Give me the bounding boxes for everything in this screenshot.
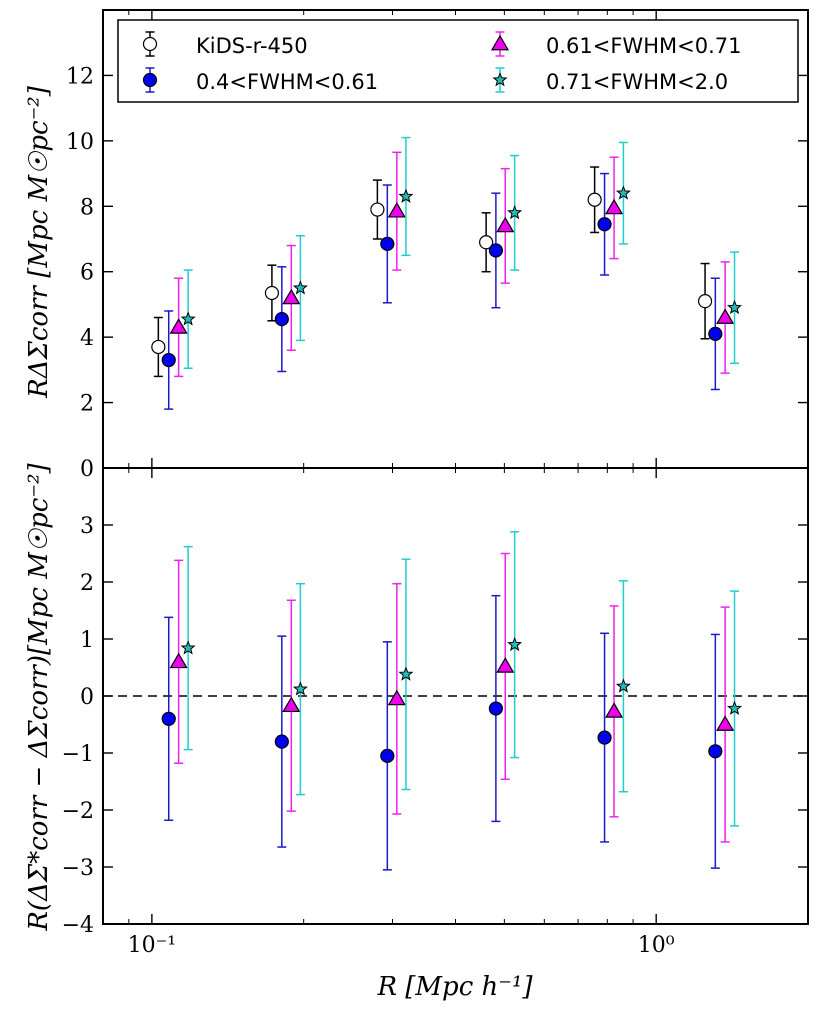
data-point bbox=[380, 236, 395, 252]
panel-bottom bbox=[103, 531, 808, 871]
data-point bbox=[282, 288, 301, 305]
legend-entry-0-71-fwhm-2-0: 0.71<FWHM<2.0 bbox=[492, 67, 728, 94]
data-point bbox=[716, 308, 735, 324]
data-point bbox=[387, 689, 406, 706]
data-point bbox=[605, 198, 624, 215]
panel-top bbox=[151, 136, 743, 410]
legend-label: KiDS-r-450 bbox=[196, 34, 308, 58]
y-axis-label-top: RΔΣcorr [Mpc M☉pc⁻²] bbox=[24, 85, 54, 399]
data-point bbox=[370, 202, 385, 217]
series-0-71-fwhm-2-0 bbox=[180, 531, 743, 827]
legend-entry-kids-r-450: KiDS-r-450 bbox=[142, 31, 308, 58]
data-point bbox=[380, 748, 395, 763]
data-point bbox=[161, 352, 176, 368]
data-point bbox=[151, 339, 166, 355]
data-point bbox=[398, 188, 414, 203]
data-point bbox=[488, 243, 503, 258]
x-tick-label: 10⁰ bbox=[638, 933, 675, 958]
data-point bbox=[597, 730, 612, 745]
legend-entry-0-61-fwhm-0-71: 0.61<FWHM<0.71 bbox=[490, 31, 741, 58]
data-point bbox=[727, 700, 743, 715]
legend-box bbox=[117, 19, 799, 103]
y-tick-label: 8 bbox=[80, 195, 94, 220]
data-point bbox=[727, 299, 743, 315]
y-tick-label: 0 bbox=[80, 457, 94, 482]
data-point bbox=[496, 216, 515, 233]
data-point bbox=[264, 285, 280, 301]
data-point bbox=[605, 702, 624, 718]
series-0-4-fwhm-0-61 bbox=[161, 172, 723, 410]
data-point bbox=[169, 652, 188, 669]
data-point bbox=[615, 185, 631, 200]
data-point bbox=[479, 235, 494, 250]
data-point bbox=[161, 711, 176, 726]
data-point bbox=[292, 681, 308, 696]
series-0-71-fwhm-2-0 bbox=[180, 136, 743, 369]
data-point bbox=[488, 701, 503, 716]
series-0-4-fwhm-0-61 bbox=[161, 594, 723, 871]
series-kids-r-450 bbox=[151, 166, 713, 378]
data-point bbox=[716, 715, 735, 731]
series-0-61-fwhm-0-71 bbox=[169, 552, 735, 843]
legend-entry-0-4-fwhm-0-61: 0.4<FWHM<0.61 bbox=[142, 67, 378, 94]
legend-marker bbox=[492, 72, 508, 87]
data-point bbox=[597, 217, 612, 232]
y-tick-label: −3 bbox=[62, 856, 94, 881]
y-tick-label: 6 bbox=[80, 261, 94, 286]
data-point bbox=[507, 204, 523, 220]
y-tick-label: 3 bbox=[80, 514, 94, 539]
axis-labels: R [Mpc h⁻¹] RΔΣcorr [Mpc M☉pc⁻²] R(ΔΣ*corr… bbox=[24, 85, 533, 1002]
y-tick-label: −4 bbox=[62, 913, 94, 938]
data-point bbox=[507, 636, 523, 652]
data-point bbox=[708, 326, 723, 341]
data-point bbox=[708, 744, 723, 759]
data-point bbox=[274, 312, 289, 327]
series-0-61-fwhm-0-71 bbox=[169, 151, 735, 378]
data-point bbox=[292, 280, 308, 295]
data-point bbox=[169, 318, 188, 334]
legend-label: 0.71<FWHM<2.0 bbox=[546, 70, 728, 94]
data-point bbox=[387, 201, 406, 218]
x-axis-label: R [Mpc h⁻¹] bbox=[376, 972, 533, 1002]
y-tick-label: 0 bbox=[80, 685, 94, 710]
data-point bbox=[587, 192, 602, 207]
y-tick-label: 1 bbox=[80, 628, 94, 653]
legend-marker bbox=[142, 36, 158, 52]
data-point bbox=[282, 696, 301, 713]
legend-marker bbox=[142, 72, 158, 88]
data-point bbox=[180, 640, 196, 655]
legend: KiDS-r-450 0.4<FWHM<0.61 0.61<FWHM<0.71 0.7… bbox=[117, 19, 799, 103]
y-tick-label: 4 bbox=[80, 326, 94, 351]
x-tick-label: 10⁻¹ bbox=[128, 933, 176, 958]
data-point bbox=[697, 294, 713, 309]
data-point bbox=[274, 734, 289, 749]
y-tick-label: −1 bbox=[62, 742, 94, 767]
y-tick-label: 10 bbox=[66, 130, 94, 155]
data-point bbox=[496, 657, 515, 673]
plot-layer bbox=[103, 136, 808, 871]
legend-marker bbox=[490, 34, 510, 51]
y-tick-label: 2 bbox=[80, 392, 94, 417]
data-point bbox=[615, 678, 631, 693]
y-tick-label: 12 bbox=[66, 64, 94, 89]
data-point bbox=[398, 666, 414, 681]
legend-label: 0.4<FWHM<0.61 bbox=[196, 70, 378, 94]
y-tick-label: 2 bbox=[80, 571, 94, 596]
data-point bbox=[180, 311, 196, 326]
y-axis-label-bottom: R(ΔΣ*corr − ΔΣcorr)[Mpc M☉pc⁻²] bbox=[24, 462, 54, 931]
legend-label: 0.61<FWHM<0.71 bbox=[546, 34, 741, 58]
y-tick-label: −2 bbox=[62, 799, 94, 824]
